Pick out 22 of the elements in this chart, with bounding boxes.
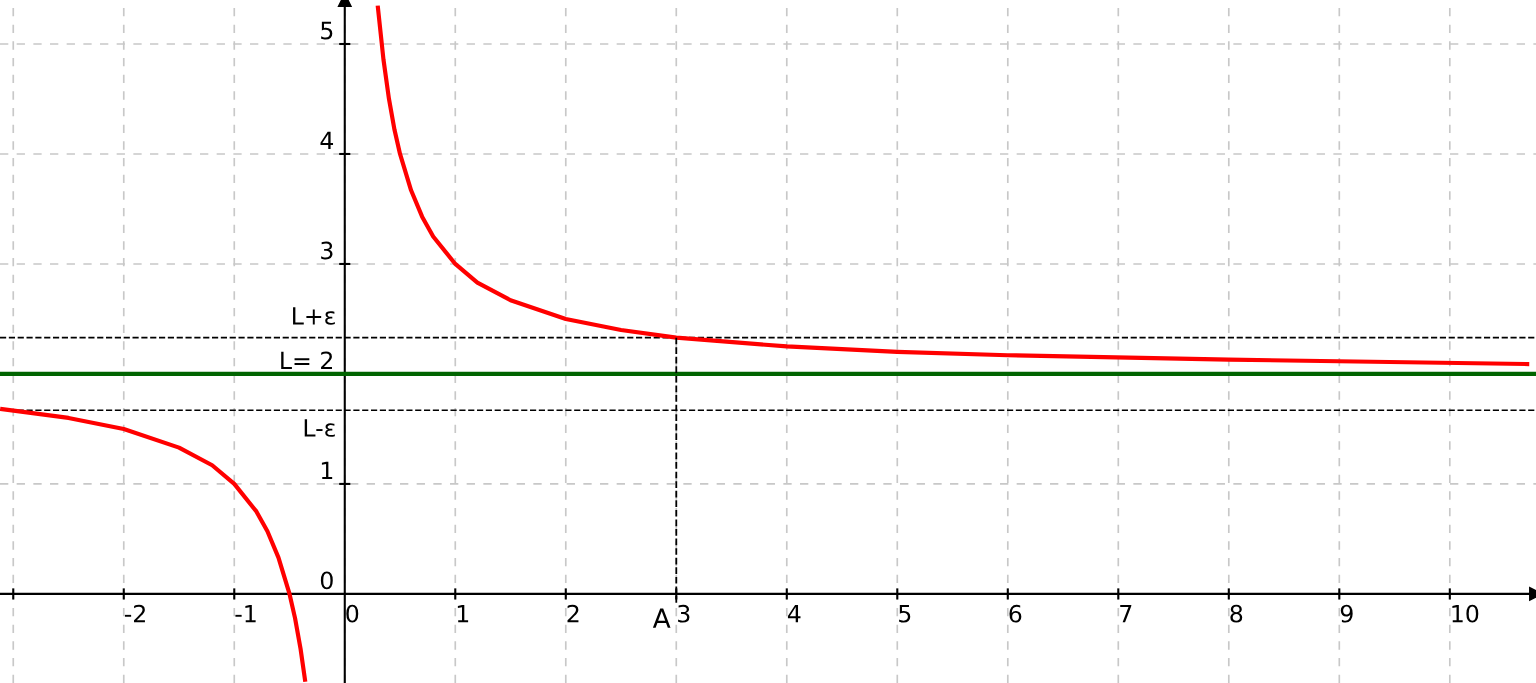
y-tick-label: 3 (321, 241, 333, 260)
ref-line-label: L-ε (304, 419, 335, 437)
x-tick-label: 1 (457, 605, 469, 623)
y-tick-label: 0 (320, 571, 333, 590)
x-tick-label: 2 (567, 604, 579, 623)
y-tick-label: L= 2 (281, 351, 332, 370)
x-tick-label: 3 (678, 604, 690, 623)
x-tick-label: -2 (124, 604, 145, 623)
ref-line-label: L+ε (293, 307, 335, 325)
x-tick-label: 6 (1009, 604, 1022, 623)
x-tick-label: 4 (787, 605, 801, 623)
y-tick-label: 5 (321, 21, 333, 40)
y-tick-label: 1 (321, 461, 333, 480)
x-tick-label: 5 (899, 605, 911, 623)
x-tick-label: 7 (1120, 605, 1132, 623)
y-tick-label: 4 (320, 131, 334, 150)
x-tick-label: 10 (1452, 604, 1479, 623)
x-tick-label: 9 (1340, 604, 1353, 623)
x-tick-label: 0 (346, 604, 359, 623)
x-tick-label: -1 (235, 605, 256, 623)
annotation: A (652, 608, 671, 628)
x-tick-label: 8 (1230, 604, 1243, 623)
